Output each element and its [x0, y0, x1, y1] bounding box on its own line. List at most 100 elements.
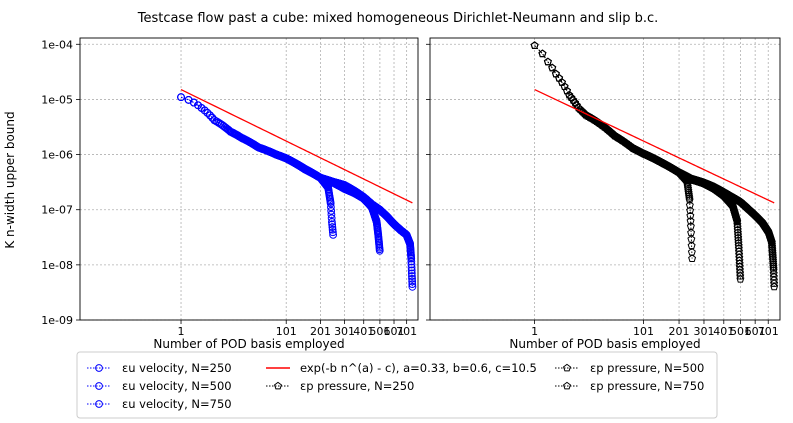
x-tick-label: 1: [178, 325, 185, 338]
data-point: [177, 93, 185, 102]
data-point: [768, 242, 777, 250]
grid: [80, 38, 418, 321]
y-tick-label: 1e-09: [41, 314, 73, 327]
data-point: [736, 271, 745, 280]
legend-marker: [87, 364, 111, 372]
data-point: [734, 230, 743, 239]
legend-marker: [555, 363, 579, 372]
series-group: [177, 93, 417, 291]
data-point: [769, 262, 778, 270]
x-tick-label: 501: [369, 325, 390, 338]
data-point: [685, 193, 694, 202]
data-point: [768, 243, 777, 252]
data-point: [543, 57, 552, 66]
legend-swatch-marker: [95, 364, 103, 372]
data-point: [770, 279, 779, 287]
data-point: [189, 98, 198, 107]
data-point: [327, 203, 335, 212]
data-point: [686, 211, 695, 220]
data-point: [569, 96, 578, 104]
data-point: [733, 222, 742, 231]
series--u-velocity-n-750: [177, 93, 417, 291]
data-point: [567, 93, 576, 102]
series--p-pressure-n-250: [530, 41, 697, 262]
legend-marker: [555, 381, 579, 390]
data-point: [328, 218, 336, 226]
data-point: [206, 111, 214, 120]
data-point: [768, 247, 777, 256]
series--u-velocity-n-250: [177, 93, 338, 239]
y-tick-label: 1e-08: [41, 259, 73, 272]
x-tick-label: 401: [353, 325, 374, 338]
data-point: [562, 86, 571, 95]
fit-line: [180, 88, 413, 204]
x-tick-label: 401: [713, 325, 734, 338]
legend-label: εu velocity, N=250: [122, 361, 232, 375]
series--p-pressure-n-750: [530, 41, 779, 291]
x-tick-label: 201: [310, 325, 331, 338]
legend-swatch-marker: [95, 400, 103, 408]
legend-swatch-marker: [95, 382, 103, 390]
legend-label: exp(-b n^(a) - c), a=0.33, b=0.6, c=10.5: [300, 361, 537, 375]
legend-label: εu velocity, N=750: [122, 397, 232, 411]
data-point: [408, 282, 417, 291]
grid: [430, 38, 780, 321]
data-point: [767, 238, 776, 247]
data-point: [530, 41, 539, 49]
data-point: [734, 233, 743, 242]
data-point: [407, 266, 416, 275]
data-point: [734, 236, 743, 244]
series-line: [180, 96, 413, 287]
legend-marker: [87, 382, 111, 390]
data-point: [326, 199, 335, 208]
x-tick-label: 301: [693, 325, 714, 338]
data-point: [685, 201, 694, 209]
data-point: [768, 251, 777, 259]
x-tick-label: 101: [276, 325, 297, 338]
data-point: [328, 228, 337, 237]
legend-label: εp pressure, N=500: [590, 361, 704, 375]
legend: εu velocity, N=250 εu velocity, N=500 εu…: [76, 351, 718, 419]
data-point: [327, 210, 336, 219]
data-point: [328, 223, 337, 232]
data-point: [733, 220, 742, 228]
fit-line: [534, 88, 775, 204]
y-tick-label: 1e-07: [41, 204, 73, 217]
legend-label: εp pressure, N=250: [300, 379, 414, 393]
x-tick-label: 601: [745, 325, 766, 338]
data-point: [769, 264, 778, 272]
legend-swatch-marker: [562, 381, 572, 390]
data-point: [538, 49, 547, 58]
data-point: [328, 225, 337, 234]
data-point: [407, 254, 416, 263]
series-line: [534, 45, 741, 280]
data-point: [407, 260, 416, 269]
data-point: [327, 206, 336, 215]
x-tick-label: 701: [396, 325, 417, 338]
legend-entry-pressure-250: εp pressure, N=250: [266, 379, 414, 393]
x-tick-label: 701: [758, 325, 779, 338]
y-tick-label: 1e-06: [41, 149, 73, 162]
legend-entry-pressure-750: εp pressure, N=750: [555, 379, 704, 393]
x-tick-label: 601: [384, 325, 405, 338]
data-point: [686, 216, 695, 225]
legend-frame: [76, 351, 718, 419]
data-point: [571, 98, 580, 107]
data-point: [688, 254, 697, 262]
data-point: [200, 106, 209, 115]
legend-swatch-marker: [562, 363, 572, 372]
y-axis-label: K n-width upper bound: [3, 111, 17, 248]
data-point: [407, 269, 416, 278]
data-point: [767, 240, 776, 249]
data-point: [329, 230, 338, 239]
data-point: [768, 252, 777, 261]
data-point: [768, 245, 777, 254]
x-tick-label: 201: [669, 325, 690, 338]
data-point: [770, 282, 779, 291]
x-tick-label: 1: [531, 325, 538, 338]
data-point: [685, 192, 694, 200]
legend-entry-pressure-500: εp pressure, N=500: [555, 361, 704, 375]
legend-label: εu velocity, N=500: [122, 379, 232, 393]
legend-label: εp pressure, N=750: [590, 379, 704, 393]
